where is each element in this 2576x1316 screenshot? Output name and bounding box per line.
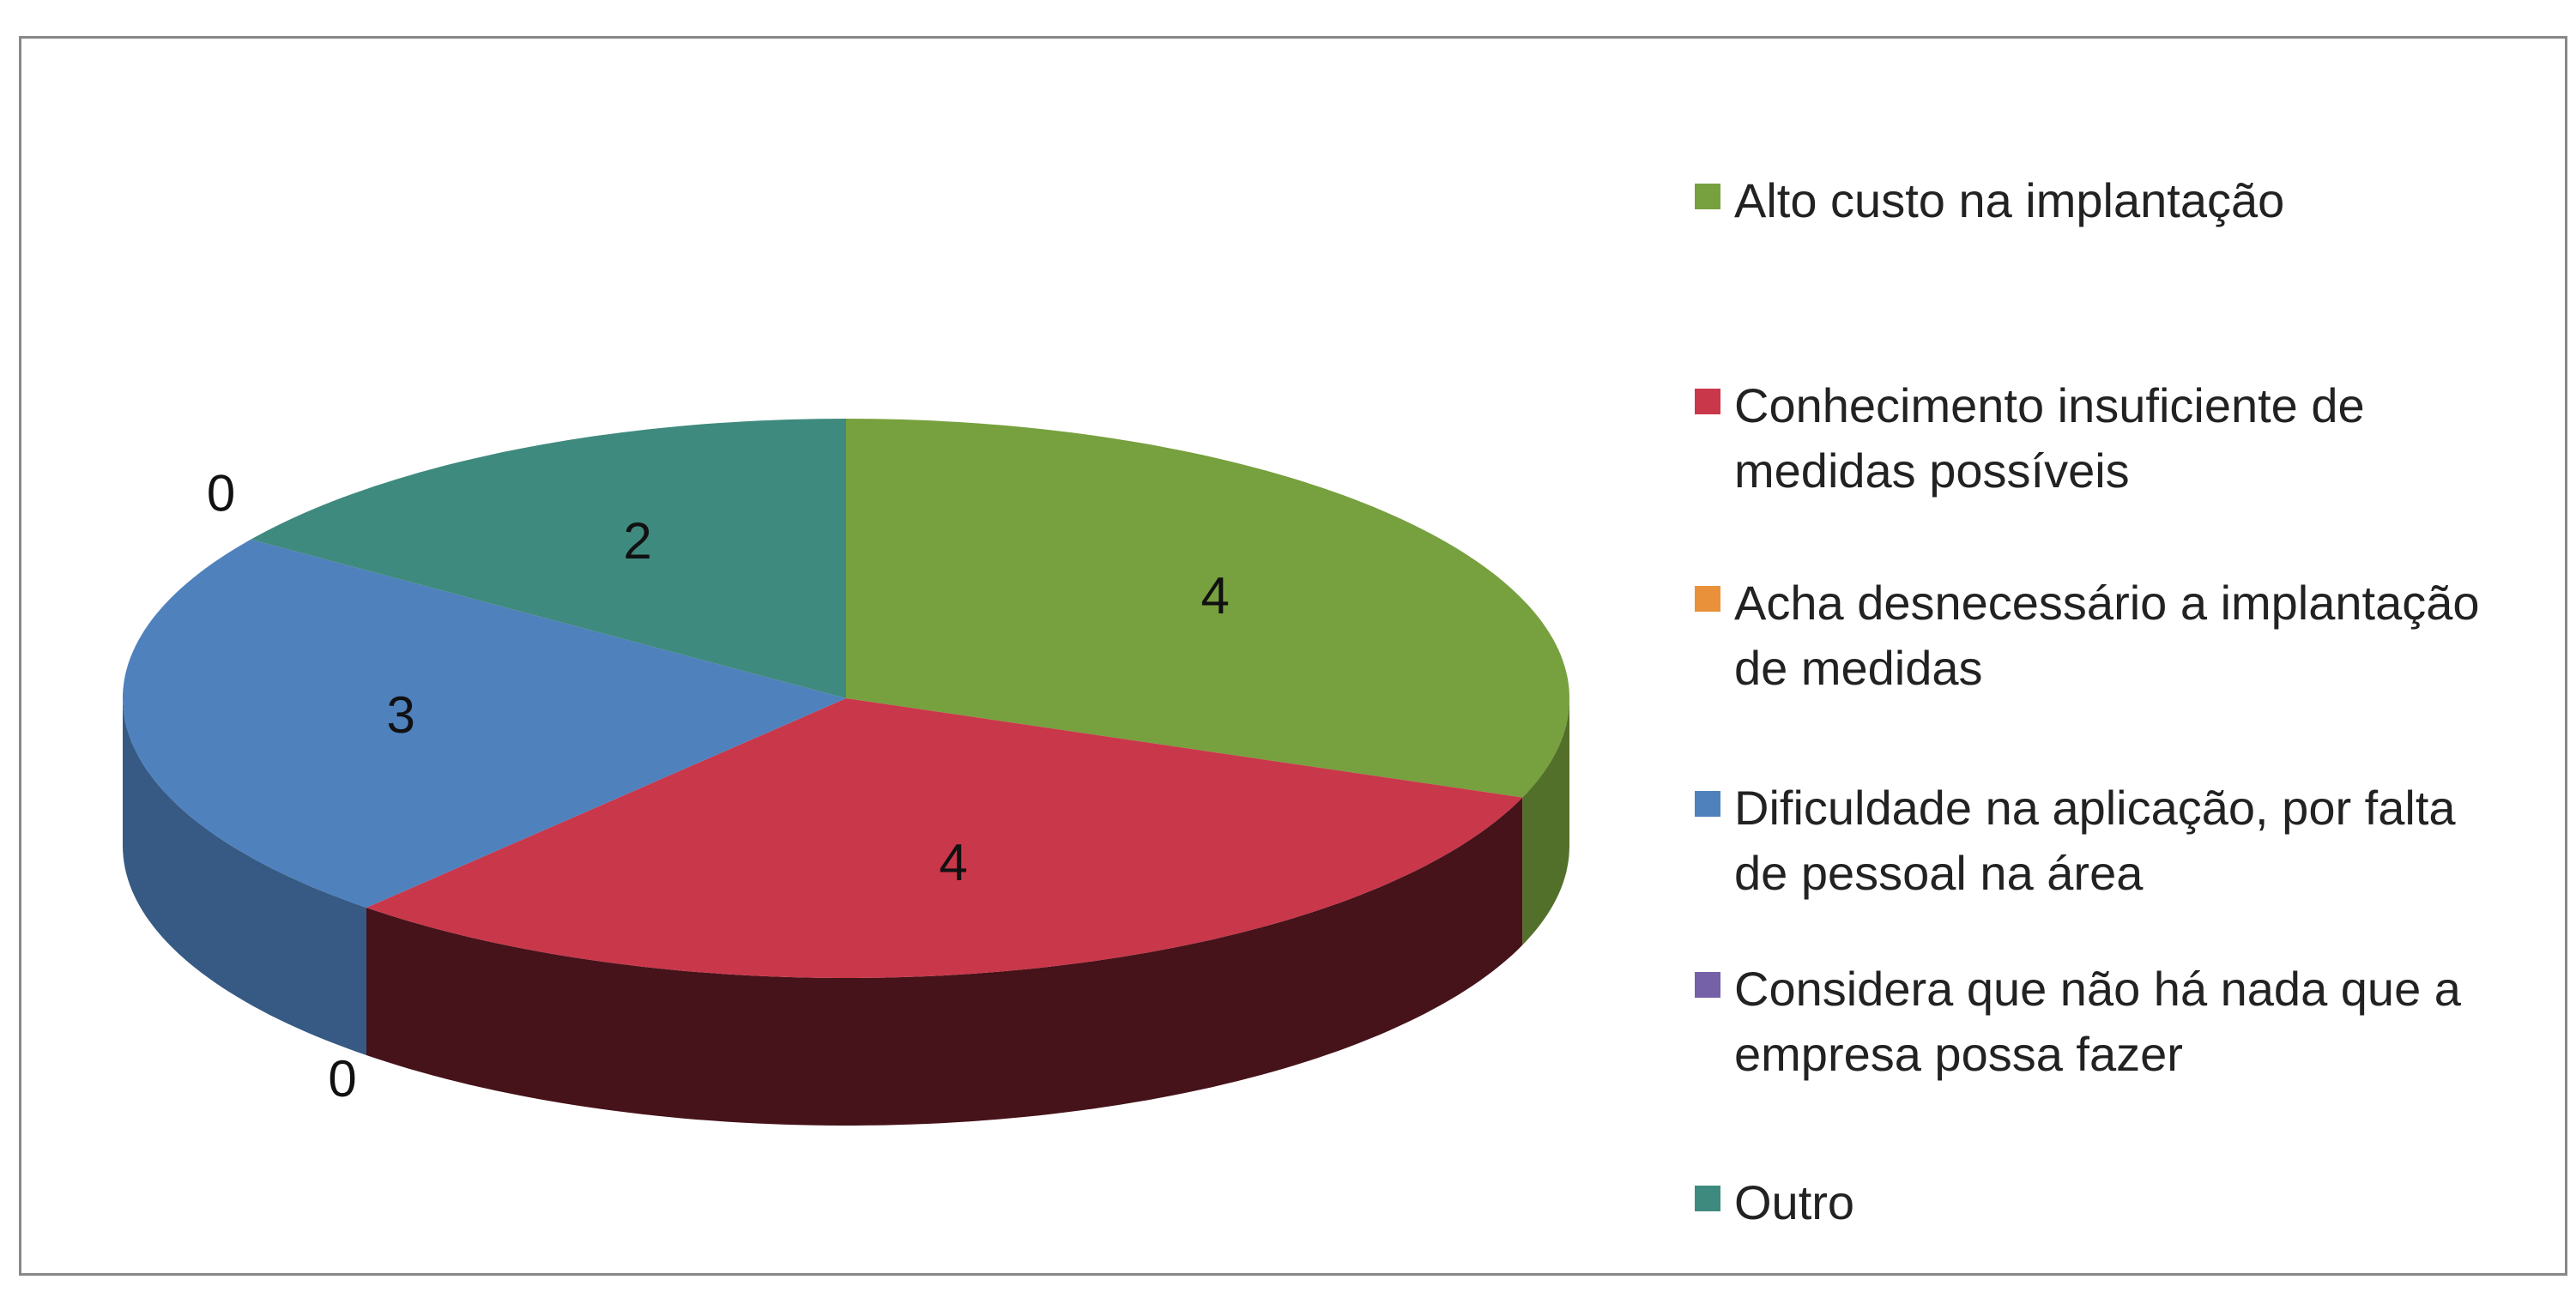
legend-swatch — [1695, 389, 1720, 414]
chart-frame — [19, 36, 2567, 1276]
legend-swatch — [1695, 1186, 1720, 1211]
slice-side — [1522, 698, 1569, 945]
legend-item: Considera que não há nada que a empresa … — [1695, 957, 2519, 1087]
legend-label: Alto custo na implantação — [1734, 173, 2285, 227]
legend-label: Acha desnecessário a implantação de medi… — [1734, 576, 2480, 695]
slice — [123, 539, 846, 908]
legend-swatch — [1695, 586, 1720, 612]
slice-side — [123, 698, 366, 1055]
data-label: 4 — [1200, 567, 1229, 625]
legend-item: Dificuldade na aplicação, por falta de p… — [1695, 776, 2519, 906]
data-label: 0 — [207, 464, 235, 522]
data-label: 2 — [623, 512, 651, 570]
slice — [251, 419, 846, 698]
legend-swatch — [1695, 184, 1720, 209]
slice — [366, 698, 1523, 978]
legend-swatch — [1695, 791, 1720, 817]
legend-swatch — [1695, 972, 1720, 998]
legend-item: Outro — [1695, 1170, 2519, 1235]
data-label: 0 — [328, 1050, 356, 1108]
legend-label: Conhecimento insuficiente de medidas pos… — [1734, 378, 2365, 498]
slice — [846, 419, 1569, 798]
legend-label: Outro — [1734, 1175, 1855, 1229]
data-label: 3 — [386, 686, 414, 744]
data-label: 4 — [939, 834, 967, 891]
legend-item: Conhecimento insuficiente de medidas pos… — [1695, 373, 2519, 504]
slice-side — [366, 797, 1523, 1126]
legend-item: Acha desnecessário a implantação de medi… — [1695, 570, 2519, 701]
legend-label: Considera que não há nada que a empresa … — [1734, 962, 2461, 1081]
legend-label: Dificuldade na aplicação, por falta de p… — [1734, 781, 2456, 900]
legend-item: Alto custo na implantação — [1695, 168, 2519, 233]
